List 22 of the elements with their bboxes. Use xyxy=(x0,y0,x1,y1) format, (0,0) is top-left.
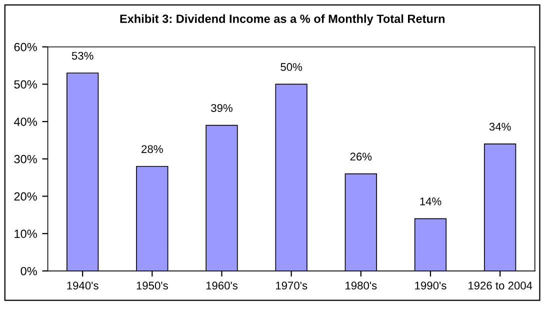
x-tick-label: 1926 to 2004 xyxy=(468,282,532,290)
chart-title: Exhibit 3: Dividend Income as a % of Monthly Total Return xyxy=(120,14,445,26)
y-tick-label: 10% xyxy=(14,230,37,238)
x-tick-label: 1940's xyxy=(67,282,98,290)
data-label: 39% xyxy=(211,104,232,112)
y-tick-label: 50% xyxy=(14,80,37,89)
data-label: 14% xyxy=(420,198,442,206)
data-label: 28% xyxy=(142,145,163,154)
y-tick-label: 40% xyxy=(14,118,37,126)
x-tick-label: 1970's xyxy=(276,282,308,290)
y-tick-label: 0% xyxy=(20,266,37,276)
data-label: 53% xyxy=(72,52,94,60)
x-tick-label: 1980's xyxy=(346,282,377,290)
x-tick-label: 1950's xyxy=(136,282,168,290)
data-label: 34% xyxy=(489,122,511,131)
y-tick-label: 30% xyxy=(14,154,37,164)
x-tick-label: 1960's xyxy=(206,282,238,290)
x-tick-label: 1990's xyxy=(415,282,446,290)
data-label: 50% xyxy=(280,63,302,71)
y-tick-label: 60% xyxy=(14,42,37,52)
data-label: 26% xyxy=(350,152,372,161)
y-tick-label: 20% xyxy=(14,192,37,201)
